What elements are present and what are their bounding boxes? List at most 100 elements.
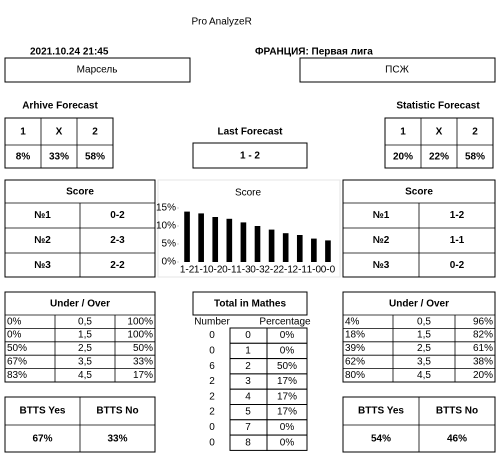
- x-tick-label: 2-2: [264, 265, 279, 276]
- label: 1,5: [417, 330, 431, 341]
- label: Percentage: [259, 317, 311, 328]
- label: 17%: [277, 391, 297, 402]
- cell: [192, 291, 308, 316]
- label: №1: [34, 210, 51, 221]
- label: 62%: [345, 357, 365, 368]
- bar: [226, 218, 233, 262]
- label: 1,5: [78, 330, 92, 341]
- x-tick-label: 2-1: [293, 265, 308, 276]
- y-tick-label: 15%: [156, 203, 176, 214]
- label: 0-2: [110, 210, 125, 221]
- chart-title: Score: [235, 188, 262, 199]
- bar: [325, 240, 331, 262]
- x-tick-label: 1-1: [194, 265, 209, 276]
- y-tick-label: 0%: [162, 257, 177, 268]
- label: 2-3: [110, 235, 125, 246]
- label: 2: [209, 376, 215, 387]
- label: 0,5: [417, 316, 431, 327]
- label: 38%: [473, 357, 493, 368]
- label: 58%: [465, 152, 485, 163]
- y-tick-label: 10%: [156, 221, 176, 232]
- label: 1-2: [450, 210, 465, 221]
- label: 0: [209, 422, 215, 433]
- bar: [296, 235, 303, 262]
- label: 0%: [7, 330, 22, 341]
- label: 0: [209, 330, 215, 341]
- label: 1: [400, 127, 406, 138]
- label: BTTS No: [436, 406, 478, 417]
- section-title: Total in Mathes: [214, 299, 286, 310]
- label: №3: [373, 260, 390, 271]
- bar: [240, 222, 247, 262]
- last-forecast: 1 - 2: [240, 151, 260, 162]
- label: 67%: [7, 357, 27, 368]
- bar: [254, 226, 261, 262]
- x-tick-label: 0-0: [321, 265, 336, 276]
- label: 0%: [280, 422, 295, 433]
- cell: [342, 291, 496, 383]
- cell: [192, 142, 308, 169]
- x-tick-label: 1-0: [307, 265, 322, 276]
- label: №3: [34, 260, 51, 271]
- bar: [268, 229, 275, 262]
- label: 50%: [133, 343, 153, 354]
- label: 0: [245, 330, 251, 341]
- label: 50%: [7, 343, 27, 354]
- label: 4,5: [78, 370, 92, 381]
- x-tick-label: 1-2: [180, 265, 195, 276]
- label: 50%: [277, 361, 297, 372]
- label: 0,5: [78, 316, 92, 327]
- label: BTTS Yes: [20, 406, 66, 417]
- label: 17%: [277, 376, 297, 387]
- label: Number: [194, 317, 230, 328]
- label: 83%: [7, 370, 27, 381]
- label: 2: [472, 127, 478, 138]
- label: 8%: [16, 152, 31, 163]
- label: 3,5: [417, 357, 431, 368]
- league: ФРАНЦИЯ: Первая лига: [255, 47, 373, 58]
- label: 0%: [280, 437, 295, 448]
- label: 2,5: [417, 343, 431, 354]
- label: 0: [209, 437, 215, 448]
- label: 3,5: [78, 357, 92, 368]
- label: 61%: [473, 343, 493, 354]
- bar: [184, 211, 190, 262]
- label: №2: [373, 235, 390, 246]
- x-tick-label: 1-3: [236, 265, 251, 276]
- section-title: Score: [405, 187, 433, 198]
- label: 0%: [7, 316, 22, 327]
- label: 5: [245, 407, 251, 418]
- label: 4,5: [417, 370, 431, 381]
- label: X: [56, 127, 63, 138]
- bar: [311, 238, 317, 262]
- cell: [266, 434, 308, 451]
- label: 100%: [127, 316, 153, 327]
- label: X: [436, 127, 443, 138]
- label: 100%: [127, 330, 153, 341]
- section-title: Under / Over: [389, 299, 449, 310]
- team-name: ПСЖ: [385, 65, 409, 76]
- x-tick-label: 0-3: [250, 265, 265, 276]
- label: 82%: [473, 330, 493, 341]
- label: 18%: [345, 330, 365, 341]
- label: 1: [20, 127, 26, 138]
- label: 17%: [277, 407, 297, 418]
- label: 4%: [345, 316, 360, 327]
- app-title: AnalyzeR: [209, 17, 252, 28]
- label: №1: [373, 210, 390, 221]
- app-title: Pro: [191, 17, 207, 28]
- label: 8: [245, 437, 251, 448]
- x-tick-label: 0-2: [208, 265, 223, 276]
- section-title: Arhive Forecast: [22, 101, 98, 112]
- cell: [4, 291, 156, 383]
- label: 17%: [133, 370, 153, 381]
- label: BTTS No: [96, 406, 138, 417]
- label: 2: [209, 391, 215, 402]
- label: 67%: [32, 434, 52, 445]
- section-title: Statistic Forecast: [396, 101, 480, 112]
- label: 1: [245, 346, 251, 357]
- label: 0-2: [450, 260, 465, 271]
- cell: [4, 117, 114, 169]
- label: 33%: [107, 434, 127, 445]
